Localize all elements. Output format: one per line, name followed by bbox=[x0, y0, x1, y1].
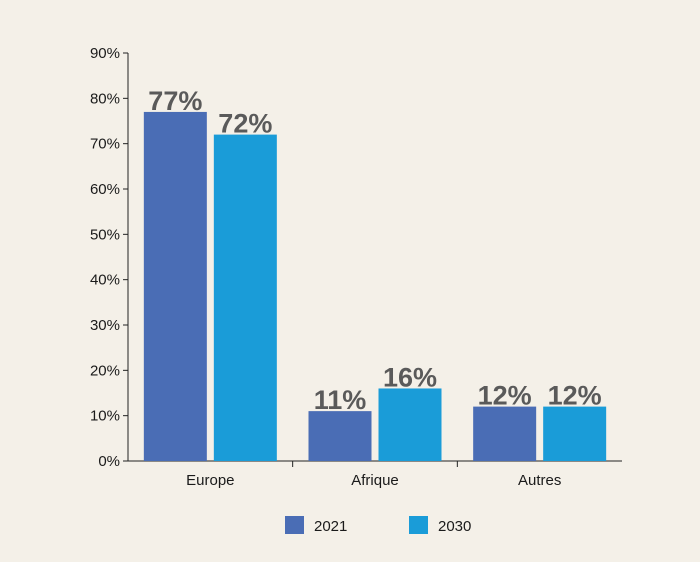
legend-swatch bbox=[285, 516, 304, 534]
y-tick-label: 30% bbox=[90, 317, 120, 334]
y-tick-label: 0% bbox=[98, 453, 120, 470]
bar-value-label: 11% bbox=[314, 385, 367, 415]
y-tick-label: 10% bbox=[90, 408, 120, 425]
x-category-label: Autres bbox=[518, 472, 561, 489]
bar-value-label: 16% bbox=[383, 362, 437, 392]
bar bbox=[543, 406, 607, 461]
y-tick-label: 70% bbox=[90, 136, 120, 153]
y-axis: 0% 10% 20% 30% 40% 50% 60% 70% 80% 90% bbox=[90, 45, 129, 470]
legend-label: 2021 bbox=[314, 518, 347, 535]
legend-label: 2030 bbox=[438, 518, 471, 535]
y-tick-label: 60% bbox=[90, 181, 120, 198]
bar bbox=[473, 406, 537, 461]
bar bbox=[143, 111, 207, 461]
y-tick-label: 40% bbox=[90, 272, 120, 289]
bars: 77% 72% 11% 16% 12% 12% bbox=[143, 86, 607, 461]
y-tick-label: 20% bbox=[90, 362, 120, 379]
bar bbox=[308, 411, 372, 461]
bar bbox=[213, 134, 277, 461]
bar-value-label: 77% bbox=[148, 86, 202, 116]
y-tick-label: 80% bbox=[90, 90, 120, 107]
bar-value-label: 12% bbox=[548, 381, 602, 411]
bar bbox=[378, 388, 442, 461]
bar-value-label: 72% bbox=[218, 109, 272, 139]
x-axis: Europe Afrique Autres bbox=[128, 460, 622, 489]
legend: 2021 2030 bbox=[285, 516, 471, 535]
y-tick-label: 50% bbox=[90, 226, 120, 243]
legend-swatch bbox=[409, 516, 428, 534]
x-category-label: Afrique bbox=[351, 472, 399, 489]
y-tick-label: 90% bbox=[90, 45, 120, 62]
bar-value-label: 12% bbox=[478, 381, 532, 411]
x-category-label: Europe bbox=[186, 472, 234, 489]
